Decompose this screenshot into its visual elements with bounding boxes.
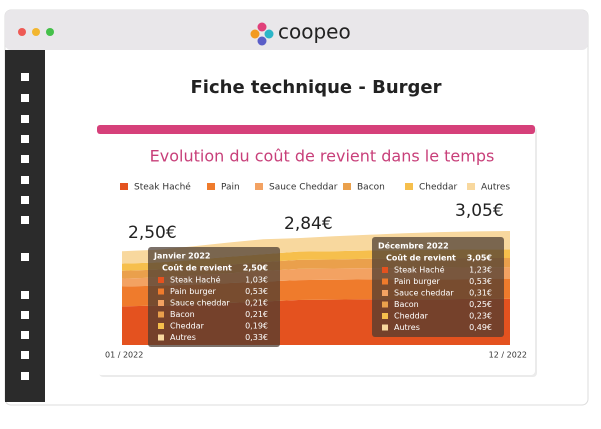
tooltip [372,237,504,337]
tooltip-row-value: 0,31€ [469,289,492,298]
nav-icon[interactable] [21,73,29,81]
nav-icon[interactable] [21,253,29,261]
tooltip-swatch [158,300,164,306]
tooltip-total: 2,50€ [243,264,269,273]
nav-icon[interactable] [21,311,29,319]
card-header [97,125,535,134]
tooltip-header: Coût de revient [386,254,456,263]
tooltip-row-value: 1,03€ [245,276,268,285]
title-bar [5,10,588,50]
legend-swatch [467,183,475,190]
tooltip-row-name: Pain burger [394,277,441,286]
tooltip-swatch [158,311,164,318]
tooltip-swatch [382,267,388,273]
tooltip-row-value: 1,23€ [469,266,492,275]
tooltip-header: Coût de revient [162,264,232,273]
legend-swatch [405,183,413,190]
chart-title: Evolution du coût de revient dans le tem… [150,147,495,166]
tooltip-row-name: Autres [394,323,420,332]
nav-icon[interactable] [21,372,29,380]
tooltip-title: Décembre 2022 [378,241,449,251]
tooltip-row-name: Steak Haché [170,275,221,285]
nav-icon[interactable] [21,115,29,123]
tooltip-swatch [382,290,388,296]
min-dot[interactable] [32,28,40,36]
tooltip-row-value: 0,23€ [469,312,492,321]
tooltip-swatch [382,278,388,285]
sidebar [5,50,45,402]
nav-icon[interactable] [21,135,29,143]
close-dot[interactable] [18,28,26,36]
tooltip-swatch [158,288,164,295]
legend-swatch [343,183,351,190]
nav-icon[interactable] [21,351,29,359]
sidebar-icons [21,73,29,380]
tooltip-total: 3,05€ [467,254,493,263]
legend-swatch [207,183,215,190]
max-dot[interactable] [46,28,54,36]
nav-icon[interactable] [21,155,29,163]
tooltip-row-name: Cheddar [170,322,205,331]
tooltip-row-value: 0,53€ [469,277,492,286]
tooltip-row-value: 0,25€ [469,300,492,309]
tooltip-swatch [382,301,388,308]
total-label: 2,84€ [284,214,333,234]
tooltip [148,247,280,347]
tooltip-row-name: Pain burger [170,287,217,296]
legend-label: Pain [221,183,240,193]
legend-label: Steak Haché [134,182,191,193]
tooltip-row-name: Bacon [170,310,195,319]
total-label: 3,05€ [455,201,504,221]
logo-icon [250,22,274,46]
tooltip-swatch [382,324,388,331]
tooltip-row-value: 0,49€ [469,323,492,332]
tooltip-row-name: Sauce cheddar [394,289,454,298]
nav-icon[interactable] [21,176,29,184]
tooltip-swatch [158,323,164,329]
nav-icon[interactable] [21,216,29,224]
legend-label: Autres [481,183,510,193]
tooltip-row-value: 0,19€ [245,322,268,331]
legend-swatch [255,183,263,190]
nav-icon[interactable] [21,331,29,339]
tooltip-swatch [158,277,164,283]
tooltip-swatch [382,313,388,319]
tooltip-row-value: 0,21€ [245,310,268,319]
tooltip-row-name: Cheddar [394,312,429,321]
nav-icon[interactable] [21,196,29,204]
tooltip-row-name: Steak Haché [394,265,445,275]
x-tick-label: 01 / 2022 [105,351,143,360]
nav-icon[interactable] [21,291,29,299]
legend-label: Cheddar [419,183,457,193]
nav-icon[interactable] [21,94,29,102]
x-tick-label: 12 / 2022 [489,351,527,360]
total-label: 2,50€ [128,223,177,243]
logo-text: coopeo [278,20,351,44]
tooltip-row-value: 0,21€ [245,299,268,308]
tooltip-row-value: 0,33€ [245,333,268,342]
tooltip-swatch [158,334,164,341]
page-title: Fiche technique - Burger [191,77,442,98]
legend-swatch [120,183,128,190]
tooltip-row-name: Sauce cheddar [170,299,230,308]
legend-label: Bacon [357,183,385,193]
tooltip-row-value: 0,53€ [245,287,268,296]
legend-label: Sauce Cheddar [269,183,338,193]
tooltip-row-name: Autres [170,333,196,342]
tooltip-row-name: Bacon [394,300,419,309]
tooltip-title: Janvier 2022 [153,252,210,261]
